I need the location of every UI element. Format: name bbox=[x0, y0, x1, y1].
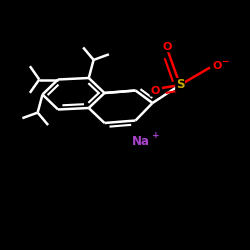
Text: −: − bbox=[221, 57, 228, 66]
Text: S: S bbox=[176, 78, 184, 92]
Text: Na: Na bbox=[132, 135, 150, 148]
Text: O: O bbox=[212, 61, 222, 71]
Text: +: + bbox=[152, 130, 160, 140]
Text: O: O bbox=[150, 86, 160, 96]
Text: O: O bbox=[162, 42, 172, 52]
